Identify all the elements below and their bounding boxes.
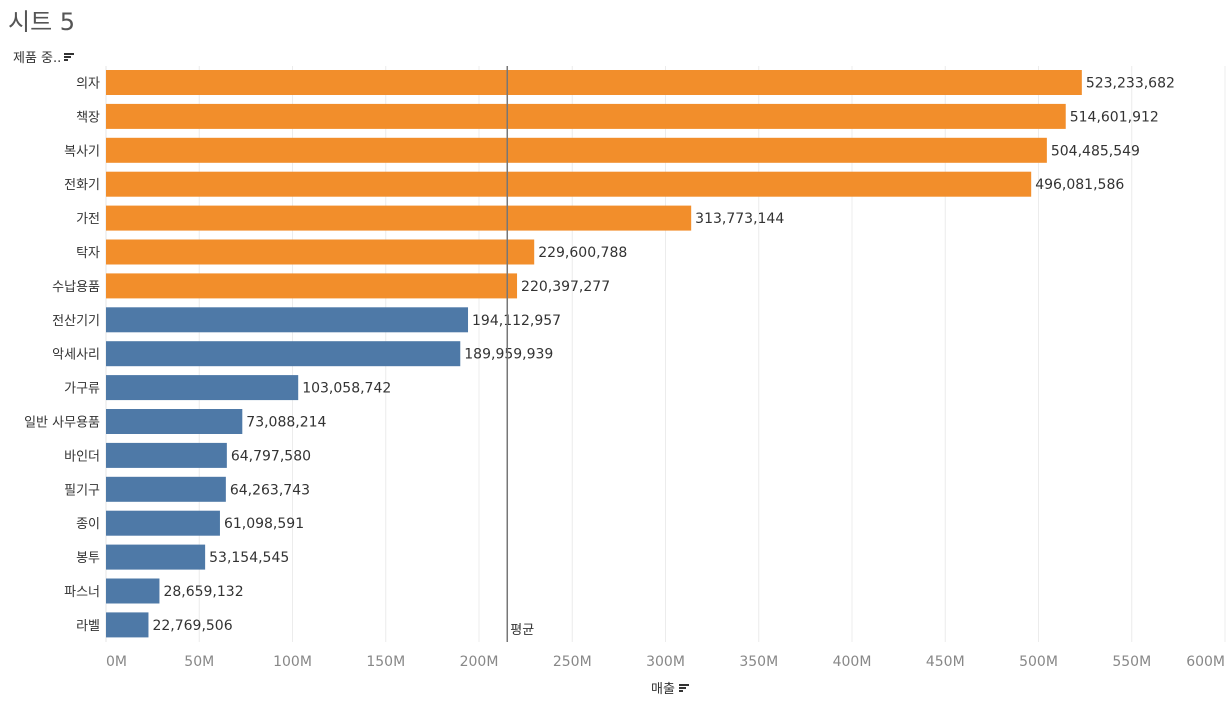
bar[interactable]	[106, 409, 243, 434]
value-label: 61,098,591	[224, 516, 304, 532]
category-label: 필기구	[64, 483, 100, 498]
x-tick-label: 400M	[833, 654, 872, 670]
sort-icon[interactable]	[64, 52, 75, 61]
value-label: 514,601,912	[1070, 109, 1159, 125]
bar[interactable]	[106, 239, 535, 265]
bar[interactable]	[106, 171, 1032, 197]
x-tick-label: 250M	[553, 654, 592, 670]
bar[interactable]	[106, 341, 461, 367]
category-label: 파스너	[64, 585, 100, 600]
value-label: 64,797,580	[231, 448, 311, 464]
x-tick-label: 600M	[1186, 654, 1225, 670]
category-label: 의자	[76, 77, 100, 92]
category-label: 책장	[76, 110, 100, 125]
value-label: 28,659,132	[163, 584, 243, 600]
bar[interactable]	[106, 510, 220, 536]
x-tick-label: 450M	[926, 654, 965, 670]
value-label: 103,058,742	[302, 381, 391, 397]
category-label: 가구류	[64, 382, 100, 397]
category-label: 바인더	[64, 449, 100, 464]
value-label: 496,081,586	[1035, 177, 1124, 193]
category-label: 종이	[76, 517, 100, 532]
category-label: 전화기	[64, 178, 100, 193]
bar[interactable]	[106, 578, 160, 604]
bar[interactable]	[106, 375, 299, 401]
bar[interactable]	[106, 70, 1082, 95]
category-label: 라벨	[76, 619, 100, 634]
row-header-label: 제품 중..	[13, 51, 62, 66]
category-label: 일반 사무용품	[24, 416, 100, 431]
average-label: 평균	[510, 623, 534, 638]
bar[interactable]	[106, 544, 206, 570]
x-tick-label: 100M	[273, 654, 312, 670]
value-label: 53,154,545	[209, 550, 289, 566]
value-label: 22,769,506	[152, 618, 232, 634]
value-label: 220,397,277	[521, 279, 610, 295]
bar[interactable]	[106, 612, 149, 638]
value-label: 194,112,957	[472, 313, 561, 329]
value-label: 313,773,144	[695, 211, 784, 227]
row-header[interactable]: 제품 중..	[13, 47, 75, 66]
value-label: 189,959,939	[464, 347, 553, 363]
x-axis-title[interactable]: 매출	[651, 678, 689, 697]
value-label: 523,233,682	[1086, 76, 1175, 92]
bar[interactable]	[106, 205, 692, 231]
bar[interactable]	[106, 103, 1066, 129]
category-label: 전산기기	[52, 314, 100, 329]
x-sort-icon[interactable]	[678, 683, 689, 692]
bar[interactable]	[106, 273, 518, 299]
category-label: 탁자	[76, 246, 100, 261]
value-label: 64,263,743	[230, 482, 310, 498]
sheet-title: 시트 5	[8, 8, 76, 36]
x-tick-label: 200M	[460, 654, 499, 670]
bar[interactable]	[106, 307, 469, 333]
bar[interactable]	[106, 137, 1047, 163]
x-tick-label: 150M	[366, 654, 405, 670]
category-label: 가전	[76, 212, 100, 227]
category-label: 복사기	[64, 144, 100, 159]
x-tick-label: 0M	[106, 654, 127, 670]
x-tick-label: 500M	[1019, 654, 1058, 670]
x-tick-label: 550M	[1112, 654, 1151, 670]
x-tick-label: 350M	[739, 654, 778, 670]
category-label: 봉투	[76, 551, 100, 566]
x-tick-label: 50M	[184, 654, 214, 670]
value-label: 504,485,549	[1051, 143, 1140, 159]
x-tick-label: 300M	[646, 654, 685, 670]
category-label: 악세사리	[52, 348, 100, 363]
bar[interactable]	[106, 442, 227, 468]
x-axis-title-label: 매출	[651, 682, 675, 697]
bar[interactable]	[106, 476, 226, 502]
category-label: 수납용품	[52, 280, 100, 295]
value-label: 229,600,788	[538, 245, 627, 261]
value-label: 73,088,214	[246, 415, 326, 431]
